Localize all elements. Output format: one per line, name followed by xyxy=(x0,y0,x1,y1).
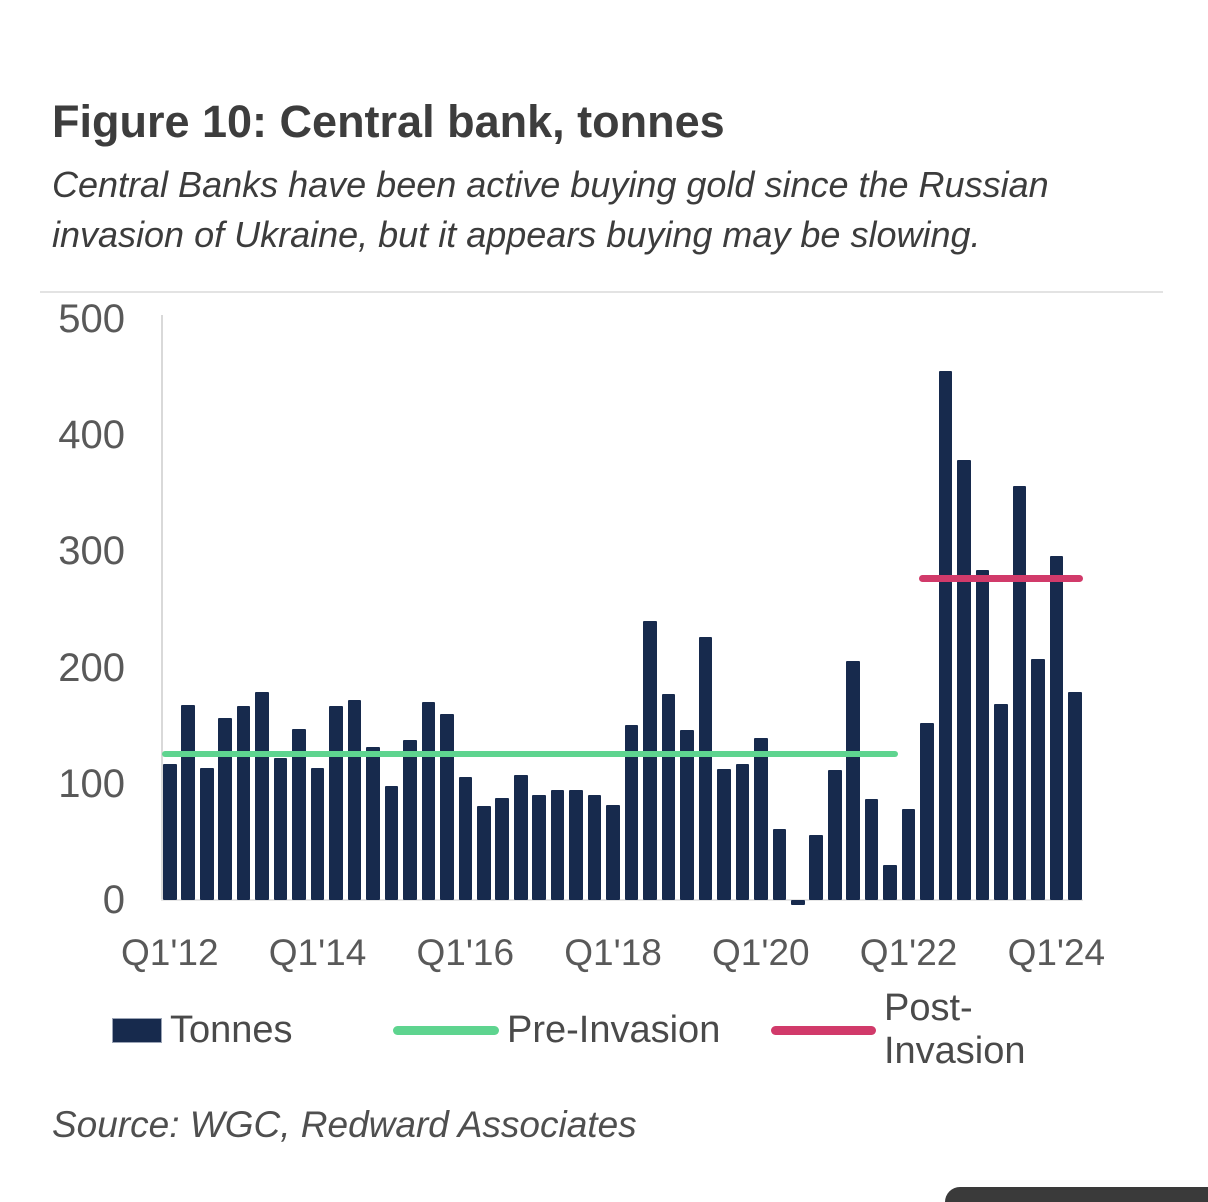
x-tick-label: Q1'16 xyxy=(416,932,515,973)
y-tick-label: 100 xyxy=(58,761,125,806)
y-tick-label: 400 xyxy=(58,413,125,458)
bar-Q1'17 xyxy=(532,795,546,900)
y-tick-label: 200 xyxy=(58,645,125,690)
bar-Q3'22 xyxy=(938,371,953,900)
bar-Q1'13 xyxy=(236,705,251,900)
bar-Q1'19 xyxy=(680,730,694,900)
bar-Q3'20 xyxy=(790,900,805,905)
bar-Q1'22 xyxy=(901,809,916,900)
chart-legend: Tonnes Pre-Invasion Post-Invasion xyxy=(112,987,1112,1072)
post-invasion-line xyxy=(919,574,1083,582)
pre-invasion-line-swatch-icon xyxy=(393,1025,499,1035)
bar-Q1'15 xyxy=(384,786,399,900)
bar-Q4'21 xyxy=(883,865,897,900)
bar-Q3'19 xyxy=(717,768,731,900)
bar-Q4'22 xyxy=(957,459,971,900)
bar-Q4'12 xyxy=(218,717,232,900)
bar-Q2'19 xyxy=(698,637,713,900)
legend-item-tonnes: Tonnes xyxy=(112,1008,293,1052)
figure-top-border xyxy=(40,291,1163,293)
bar-Q2'22 xyxy=(920,723,934,900)
bar-Q1'12 xyxy=(163,764,177,900)
legend-label-post-invasion: Post-Invasion xyxy=(883,987,1026,1072)
bar-Q2'20 xyxy=(772,829,787,900)
bar-Q3'14 xyxy=(347,700,362,900)
bar-Q3'13 xyxy=(273,758,288,900)
bar-Q3'21 xyxy=(864,798,879,900)
bar-Q3'12 xyxy=(199,767,214,900)
y-tick-label: 300 xyxy=(58,529,125,574)
bar-Q3'15 xyxy=(421,702,436,900)
bar-Q4'14 xyxy=(366,746,380,900)
y-axis-line xyxy=(161,315,163,901)
bar-Q2'23 xyxy=(994,703,1008,900)
bar-Q3'18 xyxy=(643,621,657,900)
legend-item-pre-invasion: Pre-Invasion xyxy=(393,1008,720,1052)
bar-Q4'17 xyxy=(587,795,602,900)
bar-Q4'23 xyxy=(1031,659,1045,900)
x-tick-label: Q1'24 xyxy=(1007,932,1106,973)
source-caption: Source: WGC, Redward Associates xyxy=(52,1104,637,1145)
bar-Q4'16 xyxy=(513,774,528,900)
bar-Q2'15 xyxy=(403,739,417,900)
bar-Q2'24 xyxy=(1068,692,1082,900)
bar-Q4'19 xyxy=(735,764,750,900)
figure-subtitle-line2: invasion of Ukraine, but it appears buyi… xyxy=(52,214,981,255)
bar-Q4'15 xyxy=(440,714,454,900)
x-tick-label: Q1'20 xyxy=(712,932,810,973)
bar-Q3'23 xyxy=(1012,486,1027,900)
pre-invasion-line xyxy=(162,750,898,757)
bar-Q2'18 xyxy=(624,724,639,900)
figure-subtitle: Central Banks have been active buying go… xyxy=(52,160,1132,260)
legend-label-pre-invasion: Pre-Invasion xyxy=(507,1008,721,1051)
y-tick-label: 0 xyxy=(102,878,125,922)
x-tick-label: Q1'12 xyxy=(121,932,219,973)
bar-Q3'16 xyxy=(495,797,510,900)
x-tick-label: Q1'22 xyxy=(859,932,958,973)
bar-plot-area xyxy=(163,319,1084,905)
bar-Q1'14 xyxy=(310,767,325,900)
bar-Q2'12 xyxy=(181,704,196,900)
bar-Q2'14 xyxy=(329,705,343,900)
bar-Q2'21 xyxy=(846,660,860,900)
x-tick-label: Q1'14 xyxy=(268,932,367,973)
tonnes-bar-swatch-icon xyxy=(112,1017,162,1043)
legend-label-tonnes: Tonnes xyxy=(170,1008,293,1051)
bar-Q1'21 xyxy=(827,769,842,900)
legend-item-post-invasion: Post-Invasion xyxy=(771,987,1112,1072)
figure-title: Figure 10: Central bank, tonnes xyxy=(52,96,725,147)
bar-Q2'17 xyxy=(550,789,565,900)
bar-Q4'18 xyxy=(661,694,676,900)
bar-Q1'24 xyxy=(1049,556,1064,900)
bar-Q1'18 xyxy=(606,804,620,900)
bar-Q2'13 xyxy=(255,692,269,900)
bar-Q1'23 xyxy=(975,570,990,900)
corner-overlay-button[interactable] xyxy=(945,1187,1208,1202)
bar-Q2'16 xyxy=(476,805,491,900)
y-tick-label: 500 xyxy=(58,297,125,341)
bar-Q4'20 xyxy=(809,834,824,900)
bar-Q3'17 xyxy=(569,789,583,900)
figure-subtitle-line1: Central Banks have been active buying go… xyxy=(52,164,1049,205)
x-tick-label: Q1'18 xyxy=(564,932,662,973)
post-invasion-line-swatch-icon xyxy=(771,1025,876,1035)
bar-Q1'20 xyxy=(754,738,768,900)
bar-Q1'16 xyxy=(458,776,473,900)
bar-Q4'13 xyxy=(292,729,306,900)
x-axis-baseline xyxy=(161,899,1083,901)
